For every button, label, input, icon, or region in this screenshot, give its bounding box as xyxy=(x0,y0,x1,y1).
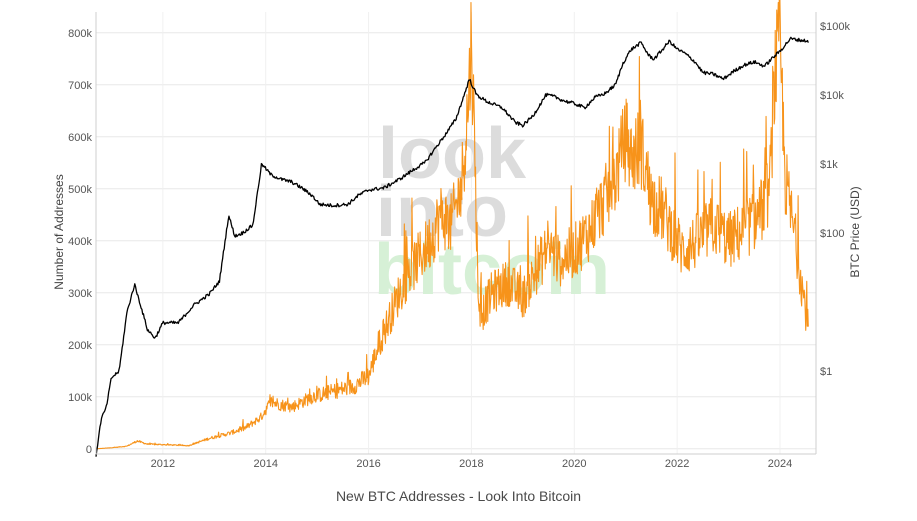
y2-axis-title: BTC Price (USD) xyxy=(848,186,862,277)
grid xyxy=(96,12,816,454)
y-tick-label: 800k xyxy=(68,28,92,40)
axes: 0 100k 200k 300k 400k 500k 600k 700k 800k 2012 201… xyxy=(68,12,850,470)
y2-tick-label: $1k xyxy=(820,159,838,171)
x-tick-label: 2012 xyxy=(151,458,175,470)
y2-tick-label: $10k xyxy=(820,90,844,102)
series-btc-price-line xyxy=(95,36,809,457)
y-tick-label: 700k xyxy=(68,80,92,92)
y-tick-label: 200k xyxy=(68,340,92,352)
y-tick-label: 300k xyxy=(68,288,92,300)
y2-tick-label: $100k xyxy=(820,21,850,33)
y-tick-label: 0 xyxy=(86,444,92,456)
x-tick-label: 2016 xyxy=(356,458,380,470)
x-tick-label: 2014 xyxy=(253,458,277,470)
x-tick-label: 2020 xyxy=(562,458,586,470)
watermark-look: look xyxy=(378,114,527,194)
y2-tick-label: $100 xyxy=(820,228,844,240)
series-layer xyxy=(95,0,809,457)
y-tick-label: 600k xyxy=(68,132,92,144)
y-axis-title: Number of Addresses xyxy=(52,174,66,289)
y-tick-label: 500k xyxy=(68,184,92,196)
x-tick-label: 2024 xyxy=(768,458,792,470)
chart-caption: New BTC Addresses - Look Into Bitcoin xyxy=(335,488,582,504)
y-tick-label: 100k xyxy=(68,392,92,404)
y2-tick-label: $1 xyxy=(820,366,832,378)
watermark: look into bitcoin xyxy=(374,114,610,310)
y-tick-label: 400k xyxy=(68,236,92,248)
x-tick-label: 2018 xyxy=(459,458,483,470)
series-new-addresses-line xyxy=(95,0,809,450)
x-tick-label: 2022 xyxy=(665,458,689,470)
